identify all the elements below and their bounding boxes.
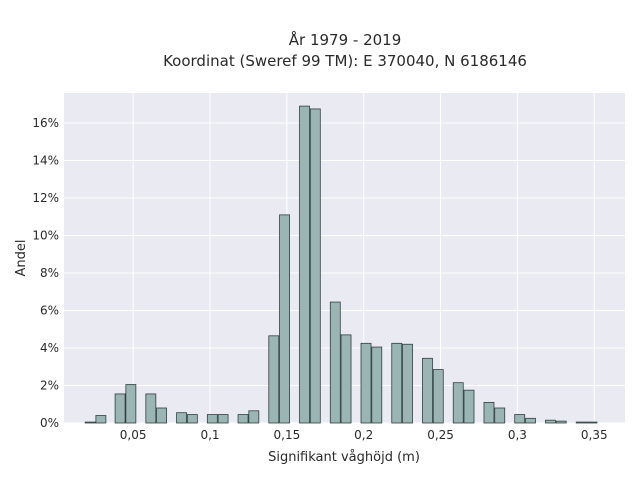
y-tick-label: 0% (40, 416, 59, 430)
histogram-bar (95, 415, 107, 424)
histogram-bar (176, 412, 187, 424)
x-axis-label: Signifikant våghöjd (m) (268, 450, 420, 465)
histogram-bar (360, 342, 372, 424)
x-tick-label: 0,25 (427, 428, 454, 442)
chart-title-line-2: Koordinat (Sweref 99 TM): E 370040, N 61… (163, 52, 527, 70)
y-tick-label: 6% (40, 304, 59, 318)
x-tick-label: 0,2 (354, 428, 373, 442)
histogram-bar (402, 343, 413, 424)
chart-title-line-1: År 1979 - 2019 (289, 30, 402, 49)
histogram-bar (125, 384, 137, 424)
histogram-bar (575, 421, 587, 424)
y-tick-label: 12% (32, 191, 59, 205)
histogram-bar (279, 214, 290, 424)
y-tick-labels: 0% 2% 4% 6% 8% 10% 12% 14% 16% (32, 116, 59, 430)
histogram-bar (237, 414, 249, 424)
x-tick-labels: 0,05 0,1 0,15 0,2 0,25 0,3 0,35 (120, 428, 608, 442)
histogram-bar (186, 414, 198, 424)
histogram-bar (391, 342, 403, 424)
y-tick-label: 10% (32, 229, 59, 243)
histogram-bar (114, 393, 126, 424)
histogram-bar (494, 407, 506, 424)
histogram-bar (586, 421, 598, 424)
x-tick-label: 0,15 (274, 428, 301, 442)
histogram-bar (463, 389, 475, 424)
histogram-bar (483, 401, 495, 424)
histogram-bar (545, 419, 556, 424)
y-tick-label: 4% (40, 341, 59, 355)
y-tick-label: 16% (32, 116, 59, 130)
histogram-bar (371, 346, 383, 424)
histogram-bar (84, 421, 96, 424)
histogram-bar (248, 410, 260, 424)
bars (84, 105, 598, 424)
x-tick-label: 0,05 (120, 428, 147, 442)
histogram-bar (268, 335, 280, 424)
histogram-bar (217, 414, 229, 424)
y-tick-label: 14% (32, 154, 59, 168)
histogram-bar (145, 393, 157, 424)
x-tick-label: 0,35 (581, 428, 608, 442)
y-tick-label: 2% (40, 379, 59, 393)
y-axis-label: Andel (14, 240, 29, 277)
histogram-bar (340, 334, 352, 424)
y-tick-label: 8% (40, 266, 59, 280)
histogram-bar (329, 301, 341, 424)
x-tick-label: 0,3 (508, 428, 527, 442)
histogram-bar (555, 420, 567, 424)
histogram-bar (432, 369, 444, 424)
histogram-bar (525, 417, 536, 424)
histogram-bar (299, 105, 310, 424)
histogram-bar (309, 108, 321, 424)
histogram-bar (452, 382, 464, 424)
x-tick-label: 0,1 (200, 428, 219, 442)
histogram-bar (422, 357, 433, 424)
histogram-bar (514, 414, 526, 424)
histogram-bar (156, 407, 167, 424)
histogram-bar (206, 414, 218, 424)
